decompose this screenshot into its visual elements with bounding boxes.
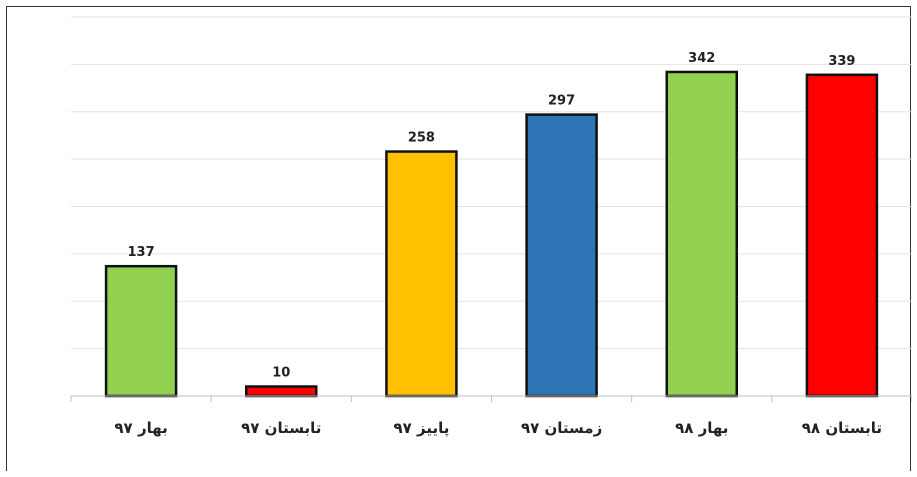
- bar: [104, 264, 178, 398]
- bar-value-label: 137: [128, 245, 155, 260]
- bar: [525, 113, 598, 398]
- category-label: تابستان ۹۸: [802, 419, 882, 437]
- category-label: بهار ۹۸: [675, 419, 728, 437]
- bars: [104, 70, 879, 398]
- gridlines: [71, 16, 912, 350]
- category-labels: بهار ۹۷ تابستان ۹۷ پاییز ۹۷ زمستان ۹۷ بهار ۹…: [114, 419, 882, 438]
- bar: [805, 73, 879, 398]
- bar-value-label: 342: [688, 51, 715, 66]
- category-label: تابستان ۹۷: [241, 419, 321, 437]
- category-label: پاییز ۹۷: [393, 419, 449, 438]
- bar: [385, 150, 458, 398]
- bar: [665, 70, 738, 398]
- category-label: زمستان ۹۷: [521, 419, 602, 437]
- bar-value-label: 339: [828, 54, 855, 69]
- bar: [245, 385, 318, 398]
- category-label: بهار ۹۷: [114, 419, 167, 437]
- x-axis: [70, 395, 912, 402]
- bar-value-label: 258: [408, 131, 435, 146]
- bar-value-label: 10: [272, 366, 290, 381]
- bar-value-label: 297: [548, 94, 575, 109]
- chart-frame: 137 10 258 297 342 339 بهار ۹۷ تابستان ۹۷ پاییز…: [6, 6, 912, 471]
- bar-chart: 137 10 258 297 342 339 بهار ۹۷ تابستان ۹۷ پاییز…: [70, 16, 912, 438]
- value-labels: 137 10 258 297 342 339: [128, 51, 856, 381]
